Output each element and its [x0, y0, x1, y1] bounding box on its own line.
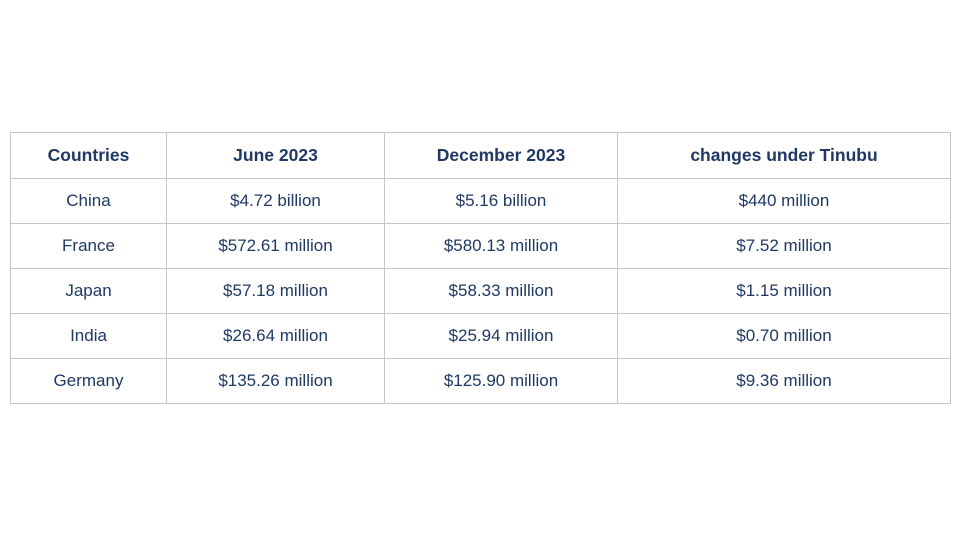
cell-change-value: $440 million — [617, 178, 951, 224]
cell-december-value: $25.94 million — [384, 313, 618, 359]
table-row-france: France $572.61 million $580.13 million $… — [10, 223, 951, 269]
header-countries: Countries — [10, 132, 167, 179]
table-row-japan: Japan $57.18 million $58.33 million $1.1… — [10, 268, 951, 314]
cell-june-value: $135.26 million — [166, 358, 385, 404]
cell-december-value: $58.33 million — [384, 268, 618, 314]
cell-country: France — [10, 223, 167, 269]
cell-change-value: $7.52 million — [617, 223, 951, 269]
cell-country: India — [10, 313, 167, 359]
cell-december-value: $580.13 million — [384, 223, 618, 269]
cell-change-value: $1.15 million — [617, 268, 951, 314]
cell-december-value: $5.16 billion — [384, 178, 618, 224]
cell-country: Germany — [10, 358, 167, 404]
cell-june-value: $57.18 million — [166, 268, 385, 314]
header-changes-under-tinubu: changes under Tinubu — [617, 132, 951, 179]
country-spending-table: Countries June 2023 December 2023 change… — [10, 132, 951, 404]
table-row-india: India $26.64 million $25.94 million $0.7… — [10, 313, 951, 359]
table-header-row: Countries June 2023 December 2023 change… — [10, 132, 951, 179]
cell-country: Japan — [10, 268, 167, 314]
cell-change-value: $0.70 million — [617, 313, 951, 359]
table-row-china: China $4.72 billion $5.16 billion $440 m… — [10, 178, 951, 224]
table-row-germany: Germany $135.26 million $125.90 million … — [10, 358, 951, 404]
cell-country: China — [10, 178, 167, 224]
header-june-2023: June 2023 — [166, 132, 385, 179]
cell-change-value: $9.36 million — [617, 358, 951, 404]
header-december-2023: December 2023 — [384, 132, 618, 179]
cell-june-value: $26.64 million — [166, 313, 385, 359]
cell-december-value: $125.90 million — [384, 358, 618, 404]
cell-june-value: $572.61 million — [166, 223, 385, 269]
cell-june-value: $4.72 billion — [166, 178, 385, 224]
